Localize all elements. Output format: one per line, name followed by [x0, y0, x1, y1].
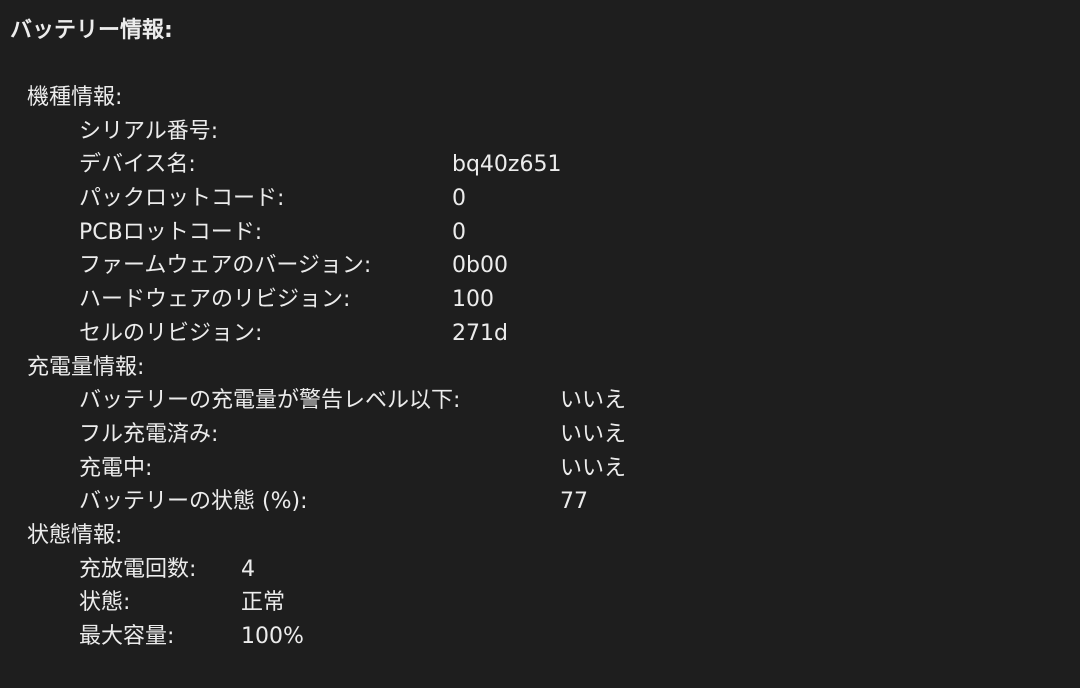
label: ハードウェアのリビジョン: — [79, 287, 351, 313]
value: 100 — [452, 287, 494, 313]
label: セルのリビジョン: — [79, 320, 263, 346]
row-maximum-capacity: 最大容量: 100% — [0, 620, 1080, 654]
label: ファームウェアのバージョン: — [79, 253, 372, 279]
value: 100% — [241, 624, 304, 649]
row-charge-below-warning: バッテリーの充電量が警告レベル以下: いいえ — [0, 384, 1080, 418]
row-pack-lot-code: パックロットコード: 0 — [0, 182, 1080, 216]
value: bq40z651 — [452, 152, 562, 178]
value: 0 — [452, 186, 466, 212]
label: 状態: — [79, 590, 131, 616]
value: いいえ — [560, 455, 627, 481]
row-cell-revision: セルのリビジョン: 271d — [0, 317, 1080, 351]
row-pcb-lot-code: PCBロットコード: 0 — [0, 216, 1080, 250]
value: 77 — [560, 489, 588, 515]
value: 271d — [452, 320, 508, 346]
label: パックロットコード: — [79, 186, 285, 212]
label: 最大容量: — [79, 624, 175, 649]
value: 0 — [452, 219, 466, 245]
row-battery-state-percent: バッテリーの状態 (%): 77 — [0, 485, 1080, 519]
section-model-info: 機種情報: — [27, 85, 123, 110]
row-firmware-version: ファームウェアのバージョン: 0b00 — [0, 249, 1080, 283]
row-charging: 充電中: いいえ — [0, 452, 1080, 486]
label: バッテリーの状態 (%): — [79, 489, 308, 515]
row-fully-charged: フル充電済み: いいえ — [0, 418, 1080, 452]
label: バッテリーの充電量が警告レベル以下: — [79, 388, 461, 414]
label: PCBロットコード: — [79, 219, 263, 245]
label: デバイス名: — [79, 152, 196, 178]
row-cycle-count: 充放電回数: 4 — [0, 553, 1080, 587]
section-health-info: 状態情報: — [27, 522, 123, 548]
value: 0b00 — [452, 253, 508, 279]
value: いいえ — [560, 421, 627, 447]
value: 4 — [241, 556, 255, 582]
row-condition: 状態: 正常 — [0, 586, 1080, 620]
label: フル充電済み: — [79, 421, 219, 447]
page-title: バッテリー情報: — [10, 18, 173, 43]
value: 正常 — [241, 590, 286, 616]
row-hardware-revision: ハードウェアのリビジョン: 100 — [0, 283, 1080, 317]
label: 充放電回数: — [79, 556, 197, 582]
row-serial-number: シリアル番号: — [0, 115, 1080, 149]
section-charge-info: 充電量情報: — [27, 354, 145, 380]
row-device-name: デバイス名: bq40z651 — [0, 148, 1080, 182]
label: 充電中: — [79, 455, 153, 481]
label: シリアル番号: — [79, 118, 219, 144]
battery-info-list: 機種情報: シリアル番号: デバイス名: bq40z651 パックロットコード: 0… — [0, 81, 1080, 654]
value: いいえ — [560, 388, 627, 414]
